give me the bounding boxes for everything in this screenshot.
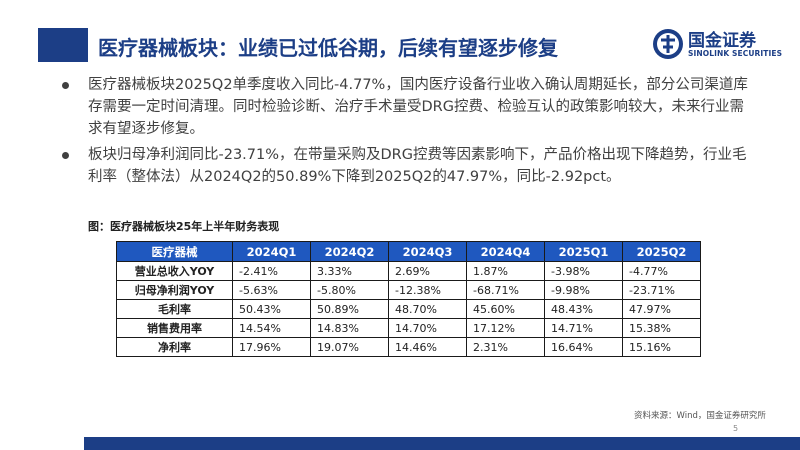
table-cell: 19.07% [310, 337, 389, 357]
row-label: 毛利率 [116, 299, 233, 319]
table-cell: 2.31% [466, 337, 545, 357]
table-cell: 17.12% [466, 318, 545, 338]
table-cell: -2.41% [232, 261, 311, 281]
table-cell: -3.98% [544, 261, 623, 281]
bullet-text: 医疗器械板块2025Q2单季度收入同比-4.77%，国内医疗设备行业收入确认周期… [88, 77, 748, 137]
table-cell: 48.43% [544, 299, 623, 319]
table-cell: 1.87% [466, 261, 545, 281]
page-number: 5 [733, 424, 739, 433]
company-logo: 国金证券 SINOLINK SECURITIES [652, 26, 794, 64]
table-cell: 14.83% [310, 318, 389, 338]
bullet-list: 医疗器械板块2025Q2单季度收入同比-4.77%，国内医疗设备行业收入确认周期… [62, 74, 752, 192]
table-cell: 47.97% [622, 299, 701, 319]
table-cell: -12.38% [388, 280, 467, 300]
financial-table: 医疗器械 2024Q1 2024Q2 2024Q3 2024Q4 2025Q1 … [116, 241, 701, 357]
column-header: 2024Q3 [388, 241, 467, 262]
bullet-text: 板块归母净利润同比-23.71%，在带量采购及DRG控费等因素影响下，产品价格出… [88, 147, 747, 185]
title-accent-block [38, 28, 88, 62]
table-cell: 48.70% [388, 299, 467, 319]
table-cell: -23.71% [622, 280, 701, 300]
table-row: 毛利率 50.43% 50.89% 48.70% 45.60% 48.43% 4… [116, 299, 701, 319]
table-cell: 50.89% [310, 299, 389, 319]
table-cell: -9.98% [544, 280, 623, 300]
table-cell: 15.38% [622, 318, 701, 338]
table-cell: -68.71% [466, 280, 545, 300]
table-row: 营业总收入YOY -2.41% 3.33% 2.69% 1.87% -3.98%… [116, 261, 701, 281]
source-note: 资料来源：Wind，国金证券研究所 [634, 411, 766, 421]
table-cell: 50.43% [232, 299, 311, 319]
figure-caption: 图：医疗器械板块25年上半年财务表现 [88, 220, 280, 233]
table-cell: 14.70% [388, 318, 467, 338]
table-cell: 2.69% [388, 261, 467, 281]
table-cell: 3.33% [310, 261, 389, 281]
table-cell: 15.16% [622, 337, 701, 357]
column-header: 2025Q2 [622, 241, 701, 262]
bullet-item: 医疗器械板块2025Q2单季度收入同比-4.77%，国内医疗设备行业收入确认周期… [62, 74, 752, 140]
column-header: 2024Q2 [310, 241, 389, 262]
logo-text-cn: 国金证券 [688, 31, 756, 51]
table-cell: 45.60% [466, 299, 545, 319]
column-header: 2024Q4 [466, 241, 545, 262]
table-row: 归母净利润YOY -5.63% -5.80% -12.38% -68.71% -… [116, 280, 701, 300]
table-cell: 14.54% [232, 318, 311, 338]
page-title: 医疗器械板块：业绩已过低谷期，后续有望逐步修复 [98, 36, 558, 60]
table-corner-header: 医疗器械 [116, 241, 233, 262]
footer-bar-dark [84, 437, 800, 450]
column-header: 2025Q1 [544, 241, 623, 262]
logo-text-en: SINOLINK SECURITIES [688, 49, 783, 58]
table-row: 销售费用率 14.54% 14.83% 14.70% 17.12% 14.71%… [116, 318, 701, 338]
table-row: 净利率 17.96% 19.07% 14.46% 2.31% 16.64% 15… [116, 337, 701, 357]
row-label: 净利率 [116, 337, 233, 357]
title-bar: 医疗器械板块：业绩已过低谷期，后续有望逐步修复 [38, 28, 638, 62]
row-label: 销售费用率 [116, 318, 233, 338]
footer-bar [0, 437, 800, 450]
sinolink-logo-icon [653, 29, 683, 59]
table-cell: -5.80% [310, 280, 389, 300]
table-cell: 16.64% [544, 337, 623, 357]
row-label: 归母净利润YOY [116, 280, 233, 300]
row-label: 营业总收入YOY [116, 261, 233, 281]
table-header-row: 医疗器械 2024Q1 2024Q2 2024Q3 2024Q4 2025Q1 … [116, 241, 701, 262]
bullet-item: 板块归母净利润同比-23.71%，在带量采购及DRG控费等因素影响下，产品价格出… [62, 144, 752, 188]
table-cell: 14.46% [388, 337, 467, 357]
bullet-dot-icon [62, 152, 69, 159]
column-header: 2024Q1 [232, 241, 311, 262]
table-cell: -5.63% [232, 280, 311, 300]
bullet-dot-icon [62, 82, 69, 89]
table-cell: -4.77% [622, 261, 701, 281]
table-cell: 17.96% [232, 337, 311, 357]
table-cell: 14.71% [544, 318, 623, 338]
